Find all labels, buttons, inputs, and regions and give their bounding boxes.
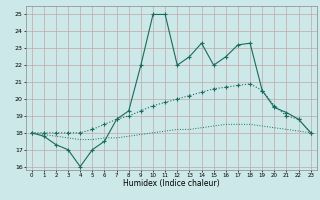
X-axis label: Humidex (Indice chaleur): Humidex (Indice chaleur) (123, 179, 220, 188)
